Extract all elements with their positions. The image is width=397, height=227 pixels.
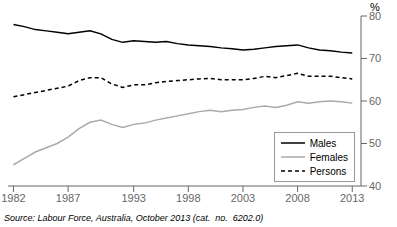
svg-text:2013: 2013 [340,192,364,204]
svg-text:1998: 1998 [176,192,200,204]
svg-text:80: 80 [369,9,382,22]
svg-text:40: 40 [369,180,381,192]
svg-text:60: 60 [369,95,381,107]
svg-text:50: 50 [369,137,381,149]
svg-text:2008: 2008 [285,192,309,204]
svg-text:1987: 1987 [56,192,80,204]
svg-text:1993: 1993 [121,192,145,204]
svg-text:2003: 2003 [231,192,255,204]
svg-text:70: 70 [369,52,381,64]
html-text:Source: Labour Force, Australi: Source: Labour Force, Australia, October… [4,213,264,223]
html-text:Females: Females [309,151,348,163]
svg-text:1982: 1982 [8,192,26,204]
html-text:Persons: Persons [309,165,347,177]
html-text:Males: Males [309,137,337,149]
